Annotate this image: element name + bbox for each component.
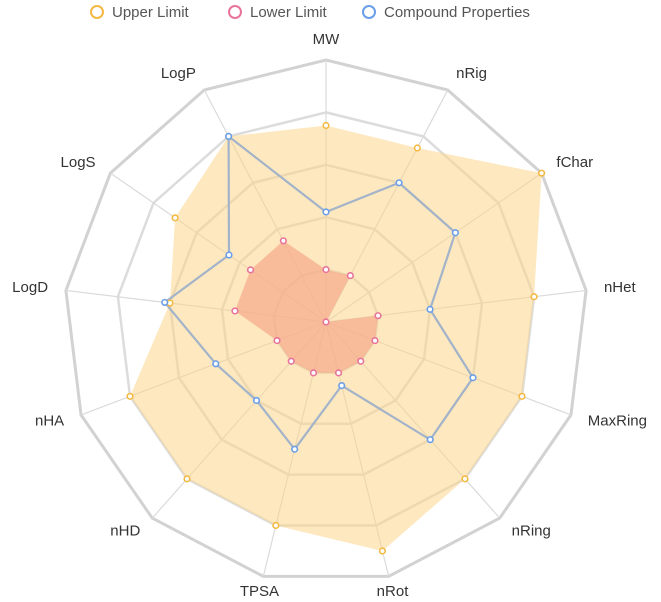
axis-label-logs: LogS — [61, 154, 96, 171]
markers-lower-limit — [231, 237, 382, 377]
axis-label-logd: LogD — [12, 279, 48, 296]
point-upper-limit-tpsa — [272, 521, 280, 530]
point-lower-limit-nha — [273, 336, 281, 345]
chart-legend: Upper Limit Lower Limit Compound Propert… — [0, 2, 661, 22]
point-compound-properties-nrot — [338, 381, 346, 390]
point-lower-limit-nrig — [346, 272, 354, 280]
series-lower-limit — [234, 240, 379, 373]
legend-marker-compound-properties — [362, 5, 376, 19]
point-upper-limit-nrig — [413, 144, 421, 152]
axis-label-mw: MW — [313, 31, 340, 48]
point-compound-properties-tpsa — [291, 445, 299, 453]
point-compound-properties-nha — [212, 360, 220, 368]
axis-labels: MW nRig fChar nHet MaxRing nRing nRot TPSA nHD nH… — [12, 31, 647, 600]
point-compound-properties-mw — [322, 208, 330, 216]
point-compound-properties-nring — [426, 436, 434, 444]
point-lower-limit-fchar — [322, 318, 330, 326]
axis-label-fchar: fChar — [556, 154, 593, 171]
point-lower-limit-nhet — [374, 312, 382, 320]
point-compound-properties-fchar — [451, 229, 459, 237]
series-compound-properties — [163, 135, 475, 451]
legend-item-lower-limit[interactable]: Lower Limit — [228, 2, 327, 22]
axis-label-nring: nRing — [512, 523, 551, 540]
point-compound-properties-nrig — [395, 179, 403, 187]
point-lower-limit-logs — [246, 266, 255, 274]
point-upper-limit-maxring — [518, 392, 526, 400]
legend-marker-lower-limit — [228, 5, 242, 19]
point-lower-limit-logp — [279, 237, 287, 245]
line-compound-properties — [163, 135, 475, 451]
point-lower-limit-nhd — [287, 357, 295, 365]
point-upper-limit-nrot — [378, 547, 387, 555]
grid-ring-5 — [64, 58, 588, 578]
point-compound-properties-maxring — [469, 374, 477, 382]
axis-label-maxring: MaxRing — [588, 412, 647, 429]
point-lower-limit-nring — [357, 357, 365, 365]
point-compound-properties-logp — [224, 132, 233, 141]
point-upper-limit-logs — [171, 214, 179, 222]
point-lower-limit-maxring — [371, 336, 379, 345]
axis-label-nrig: nRig — [456, 65, 487, 82]
legend-marker-upper-limit — [90, 5, 104, 19]
axis-label-tpsa: TPSA — [240, 583, 279, 600]
point-upper-limit-nhet — [530, 293, 538, 301]
point-lower-limit-logd — [231, 307, 239, 315]
markers-compound-properties — [161, 132, 477, 453]
legend-label-compound-properties: Compound Properties — [384, 3, 530, 21]
point-compound-properties-nhd — [252, 396, 261, 405]
point-compound-properties-logd — [161, 298, 169, 307]
axis-label-nhd: nHD — [110, 523, 140, 540]
axis-label-nhet: nHet — [604, 279, 637, 296]
point-upper-limit-nha — [126, 392, 134, 400]
point-upper-limit-mw — [322, 121, 330, 130]
axis-label-nha: nHA — [35, 412, 64, 429]
point-upper-limit-fchar — [538, 169, 546, 177]
axis-label-nrot: nRot — [377, 583, 410, 600]
legend-label-upper-limit: Upper Limit — [112, 3, 189, 21]
point-compound-properties-logs — [225, 251, 233, 259]
legend-item-compound-properties[interactable]: Compound Properties — [362, 2, 530, 22]
legend-label-lower-limit: Lower Limit — [250, 3, 327, 21]
point-lower-limit-tpsa — [309, 369, 318, 377]
point-upper-limit-nring — [461, 475, 469, 483]
point-lower-limit-nrot — [334, 369, 343, 377]
point-upper-limit-nhd — [183, 475, 191, 483]
axis-label-logp: LogP — [161, 65, 196, 82]
point-lower-limit-mw — [322, 266, 330, 274]
legend-item-upper-limit[interactable]: Upper Limit — [90, 2, 189, 22]
area-lower-limit — [234, 240, 379, 373]
point-compound-properties-nhet — [426, 305, 434, 313]
